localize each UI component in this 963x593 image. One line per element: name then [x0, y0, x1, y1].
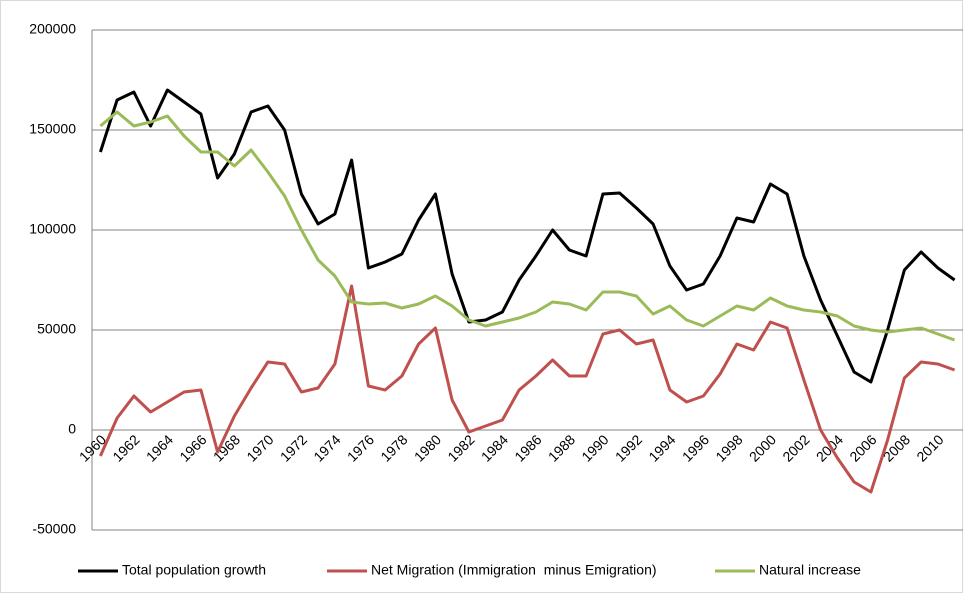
series-line [99, 284, 956, 494]
series-line [99, 110, 956, 342]
y-tick-label: 150000 [29, 121, 76, 137]
legend-label: Total population growth [122, 562, 266, 578]
y-tick-label: 0 [68, 421, 76, 437]
y-tick-label: 100000 [29, 221, 76, 237]
y-tick-label: -50000 [32, 521, 76, 537]
y-tick-label: 200000 [29, 21, 76, 37]
legend-label: Natural increase [759, 562, 861, 578]
legend-label: Net Migration (Immigration minus Emigrat… [371, 562, 657, 578]
y-tick-label: 50000 [37, 321, 76, 337]
series-line [98, 88, 956, 384]
